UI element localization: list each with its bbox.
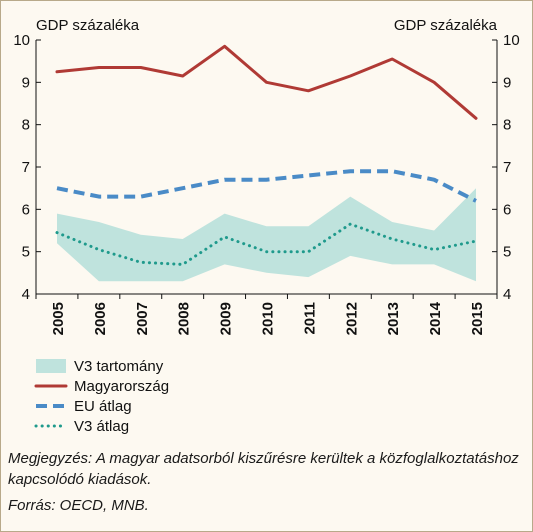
series-line-3	[55, 222, 478, 266]
chart: GDP százaléka GDP százaléka 4 4 5 5 6 6 7 7 8 8 9 9…	[13, 17, 520, 435]
legend-swatch-band	[36, 359, 66, 373]
x-tick-label: 2009	[218, 302, 235, 335]
y-tick-label-right: 7	[503, 159, 511, 176]
x-tick-label: 2014	[427, 301, 444, 335]
y-tick-label-left: 6	[22, 201, 30, 218]
y-tick-label-left: 4	[22, 286, 30, 303]
y-tick-label-left: 9	[22, 74, 30, 91]
y-axis-label-right: GDP százaléka	[394, 17, 498, 34]
y-tick-label-right: 9	[503, 74, 511, 91]
source-text: Forrás: OECD, MNB.	[8, 497, 149, 514]
y-tick-label-right: 5	[503, 244, 511, 261]
y-tick-label-right: 4	[503, 286, 511, 303]
y-tick-label-right: 8	[503, 117, 511, 134]
y-tick-label-left: 5	[22, 244, 30, 261]
x-tick-label: 2013	[385, 302, 402, 335]
y-tick-label-left: 8	[22, 117, 30, 134]
x-tick-label: 2011	[301, 302, 318, 335]
series-line-1	[55, 44, 478, 120]
legend-label: Magyarország	[74, 378, 169, 395]
note-text: Megjegyzés: A magyar adatsorból kiszűrés…	[8, 450, 519, 488]
x-tick-label: 2007	[134, 302, 151, 335]
legend-label: EU átlag	[74, 398, 132, 415]
x-tick-label: 2010	[260, 302, 277, 335]
x-tick-label: 2006	[92, 302, 109, 335]
y-axis-label-left: GDP százaléka	[36, 17, 140, 34]
y-tick-label-right: 6	[503, 201, 511, 218]
notes: Megjegyzés: A magyar adatsorból kiszűrés…	[8, 448, 528, 516]
legend-label: V3 átlag	[74, 418, 129, 435]
legend-label: V3 tartomány	[74, 358, 164, 375]
y-tick-label-left: 10	[13, 32, 30, 49]
v3-range-band	[57, 188, 476, 282]
x-tick-label: 2008	[176, 302, 193, 335]
x-tick-label: 2012	[343, 302, 360, 335]
y-tick-label-left: 7	[22, 159, 30, 176]
y-tick-label-right: 10	[503, 32, 520, 49]
x-tick-label: 2005	[50, 302, 67, 335]
x-tick-label: 2015	[469, 302, 486, 335]
series-line-2	[56, 169, 477, 203]
